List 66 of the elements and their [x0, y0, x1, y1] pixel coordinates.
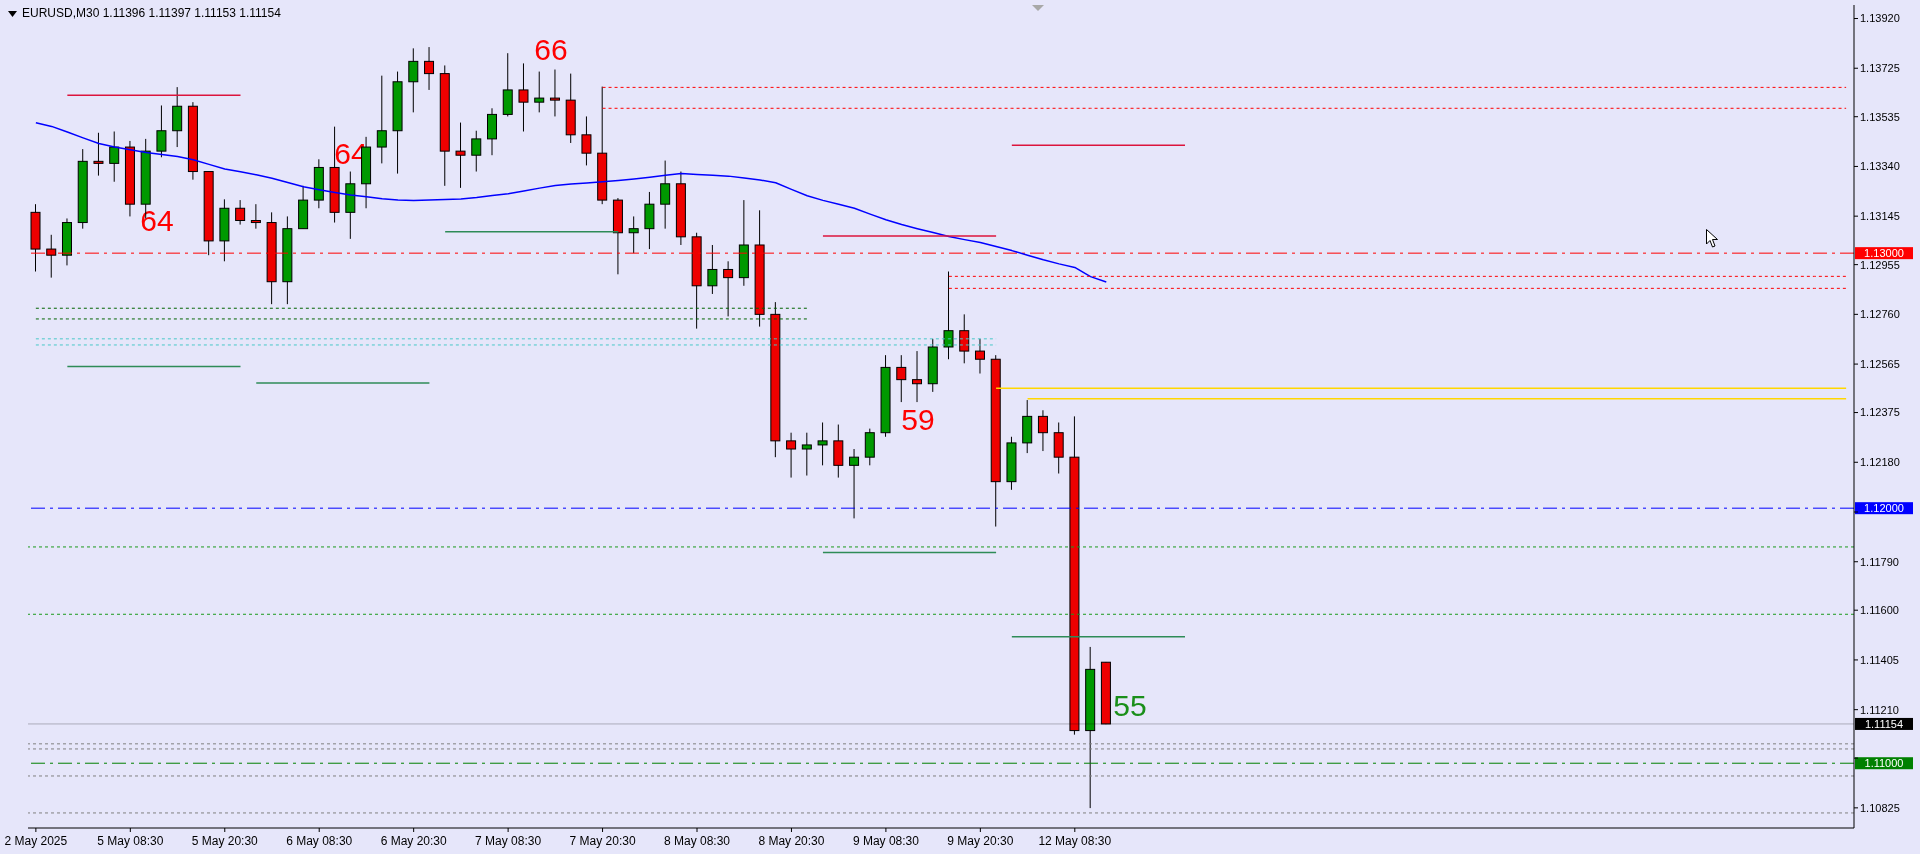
x-tick-label: 7 May 20:30 — [569, 834, 636, 848]
candlestick — [534, 71, 545, 113]
candlestick — [817, 421, 828, 466]
y-tick-label: 1.13725 — [1860, 62, 1900, 75]
ref-line-label: 1.13000 — [1864, 247, 1904, 260]
candlestick — [518, 62, 529, 132]
ref-line-label: 1.12000 — [1864, 502, 1904, 515]
candlestick — [408, 47, 419, 113]
x-tick-label: 8 May 08:30 — [663, 834, 731, 848]
x-tick-label: 5 May 08:30 — [97, 834, 164, 848]
x-tick-label: 6 May 08:30 — [286, 834, 353, 848]
candlestick — [46, 234, 57, 279]
x-tick-label: 2 May 2025 — [4, 834, 68, 848]
annotation: 55 — [1113, 689, 1147, 722]
x-tick-label: 5 May 20:30 — [191, 834, 259, 848]
candlestick — [156, 104, 167, 158]
y-tick-label: 1.13535 — [1860, 110, 1900, 123]
y-tick-label: 1.12375 — [1860, 406, 1900, 419]
annotation: 59 — [901, 403, 935, 436]
y-tick-label: 1.11600 — [1860, 604, 1899, 617]
candlestick — [235, 199, 246, 226]
x-tick-label: 9 May 08:30 — [852, 834, 920, 848]
candlestick — [660, 160, 671, 230]
candlestick — [912, 350, 923, 403]
y-tick-label: 1.11790 — [1860, 555, 1899, 568]
candlestick — [974, 338, 985, 375]
candlestick — [896, 354, 907, 403]
x-tick-label: 8 May 20:30 — [758, 834, 825, 848]
candlestick — [471, 130, 482, 173]
y-tick-label: 1.12955 — [1860, 258, 1900, 271]
y-tick-label: 1.11210 — [1860, 703, 1899, 716]
candlestick — [959, 313, 970, 364]
ref-line-label: 1.11000 — [1864, 757, 1904, 770]
chart-title: EURUSD,M30 1.11396 1.11397 1.11153 1.11154 — [22, 6, 281, 20]
y-tick-label: 1.12565 — [1860, 358, 1900, 370]
candlestick — [707, 244, 718, 295]
candlestick — [786, 432, 797, 479]
y-tick-label: 1.12760 — [1860, 308, 1900, 321]
line-series — [35, 122, 1108, 283]
x-tick-label: 7 May 08:30 — [475, 834, 542, 848]
candlestick — [628, 215, 639, 254]
candlestick — [455, 122, 466, 189]
candlestick — [723, 260, 734, 317]
candlestick — [424, 46, 435, 91]
candlestick — [801, 432, 812, 477]
annotation: 66 — [534, 33, 568, 66]
candlestick — [250, 203, 261, 230]
x-tick-label: 12 May 08:30 — [1038, 834, 1112, 848]
x-tick-label: 6 May 20:30 — [380, 834, 448, 848]
annotation: 64 — [140, 204, 174, 237]
candlestick — [376, 75, 387, 164]
candlestick — [849, 448, 860, 519]
y-tick-label: 1.11405 — [1860, 653, 1899, 666]
x-tick-label: 9 May 20:30 — [947, 834, 1014, 848]
candlestick — [549, 69, 560, 117]
y-tick-label: 1.13340 — [1860, 160, 1900, 173]
ref-line-label: 1.11154 — [1864, 717, 1904, 730]
y-tick-label: 1.12180 — [1860, 456, 1900, 469]
candlestick — [1037, 409, 1048, 452]
y-tick-label: 1.13145 — [1860, 210, 1900, 223]
y-tick-label: 1.10825 — [1860, 801, 1900, 814]
candlestick — [581, 115, 592, 166]
candlestick — [943, 271, 954, 360]
candlestick — [109, 131, 120, 183]
candlestick — [93, 132, 104, 177]
y-tick-label: 1.13920 — [1860, 12, 1900, 25]
